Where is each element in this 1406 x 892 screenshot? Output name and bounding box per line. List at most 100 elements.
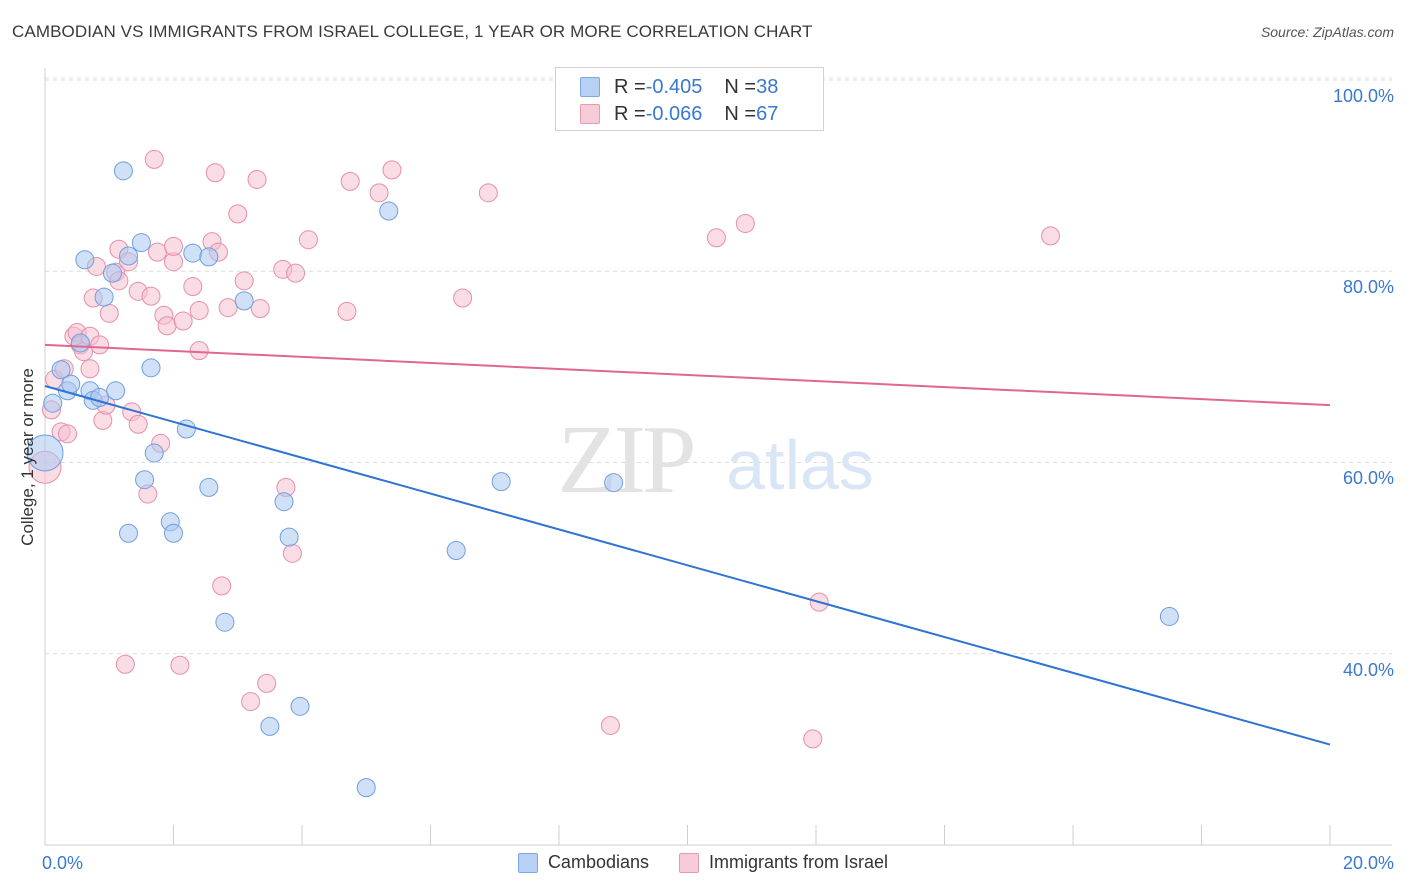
- cambodian-point: [106, 381, 126, 401]
- israel-point: [337, 301, 357, 321]
- cambodian-point: [75, 250, 95, 270]
- y-tick-60: 60.0%: [1342, 468, 1394, 488]
- cambodian-point: [356, 778, 376, 798]
- israel-point: [173, 311, 193, 331]
- cambodian-point: [43, 393, 63, 413]
- cambodian-point: [141, 358, 161, 378]
- israel-point: [147, 242, 167, 262]
- israel-point: [189, 300, 209, 320]
- cambodian-point: [183, 243, 203, 263]
- legend-item-cambodians: Cambodians: [517, 852, 649, 873]
- israel-point: [144, 149, 164, 169]
- israel-point: [115, 654, 135, 674]
- israel-point: [369, 183, 389, 203]
- y-tick-100: 100.0%: [1332, 86, 1394, 106]
- cambodian-point: [604, 473, 624, 493]
- israel-point: [803, 729, 823, 749]
- israel-point: [247, 169, 267, 189]
- r-label: R =: [614, 75, 646, 98]
- grid-layer: [44, 68, 1392, 846]
- israel-point: [57, 424, 77, 444]
- x-tick-min: 0.0%: [42, 853, 84, 873]
- israel-point: [164, 236, 183, 256]
- israel-point: [128, 414, 148, 434]
- israel-point: [286, 263, 306, 283]
- legend-row-israel: R = -0.066 N = 67: [580, 102, 778, 126]
- cambodian-point: [131, 233, 151, 253]
- israel-point: [234, 271, 254, 291]
- cambodian-point: [491, 472, 511, 492]
- legend-label-cambodians: Cambodians: [547, 852, 649, 872]
- cambodian-point: [102, 263, 122, 283]
- israel-point: [1041, 226, 1061, 246]
- israel-point: [241, 692, 261, 712]
- cambodian-point: [26, 434, 64, 472]
- chart-title: CAMBODIAN VS IMMIGRANTS FROM ISRAEL COLL…: [12, 22, 813, 41]
- cambodian-point: [1159, 606, 1179, 626]
- israel-point: [600, 715, 620, 735]
- cambodian-point: [260, 716, 280, 736]
- cambodian-point: [274, 492, 294, 512]
- israel-point: [93, 410, 113, 430]
- cambodian-point: [70, 333, 90, 353]
- watermark: ZIP atlas: [558, 406, 874, 514]
- cambodian-point: [279, 527, 299, 547]
- israel-point: [382, 160, 402, 180]
- israel-point: [735, 213, 755, 233]
- x-tick-max: 20.0%: [1342, 853, 1394, 873]
- pink-series: [28, 149, 1061, 749]
- n-label: N =: [724, 75, 757, 98]
- israel-point: [170, 655, 190, 675]
- watermark-zip: ZIP: [558, 406, 693, 514]
- n-value: 38: [756, 75, 779, 98]
- cambodian-point: [144, 443, 164, 463]
- israel-point: [257, 673, 277, 693]
- israel-point: [228, 204, 248, 224]
- cambodian-point: [135, 470, 155, 490]
- y-tick-80: 80.0%: [1342, 277, 1394, 297]
- israel-point: [478, 183, 498, 203]
- israel-point: [183, 277, 203, 297]
- israel-point: [212, 576, 232, 596]
- watermark-atlas: atlas: [726, 426, 874, 504]
- cambodian-point: [446, 540, 466, 560]
- cambodian-point: [215, 612, 235, 632]
- cambodian-point: [199, 247, 219, 267]
- israel-point: [157, 316, 177, 336]
- legend-swatch-blue: [517, 852, 538, 873]
- y-axis-label: College, 1 year or more: [18, 368, 37, 546]
- israel-point: [250, 299, 270, 319]
- legend-row-cambodians: R = -0.405 N = 38: [580, 75, 778, 99]
- cambodian-point: [51, 360, 71, 380]
- legend-item-israel: Immigrants from Israel: [679, 852, 888, 873]
- n-value: 67: [756, 102, 779, 125]
- israel-trend-line: [44, 343, 1331, 407]
- y-tick-40: 40.0%: [1342, 660, 1394, 680]
- israel-point: [90, 335, 110, 355]
- legend-swatch-blue: [580, 77, 600, 97]
- cambodian-point: [119, 246, 139, 266]
- legend-label-israel: Immigrants from Israel: [709, 852, 889, 872]
- r-label: R =: [614, 102, 646, 125]
- trend-lines: [44, 343, 1331, 746]
- cambodian-point: [113, 161, 133, 181]
- cambodian-point: [94, 287, 114, 307]
- cambodian-point: [164, 523, 183, 543]
- israel-point: [340, 171, 360, 191]
- legend-swatch-pink: [679, 852, 699, 873]
- israel-point: [80, 359, 100, 379]
- cambodian-trend-line: [44, 385, 1331, 746]
- cambodian-point: [199, 477, 219, 497]
- israel-point: [99, 303, 119, 323]
- cambodian-point: [290, 696, 310, 716]
- israel-point: [141, 286, 161, 306]
- r-value: -0.405: [645, 75, 703, 98]
- israel-point: [453, 288, 473, 308]
- israel-point: [298, 230, 318, 250]
- cambodian-point: [119, 523, 139, 543]
- source-label: Source: ZipAtlas.com: [1260, 24, 1394, 40]
- series-legend: Cambodians Immigrants from Israel: [0, 852, 1406, 873]
- israel-point: [706, 228, 726, 248]
- legend-swatch-pink: [580, 104, 600, 124]
